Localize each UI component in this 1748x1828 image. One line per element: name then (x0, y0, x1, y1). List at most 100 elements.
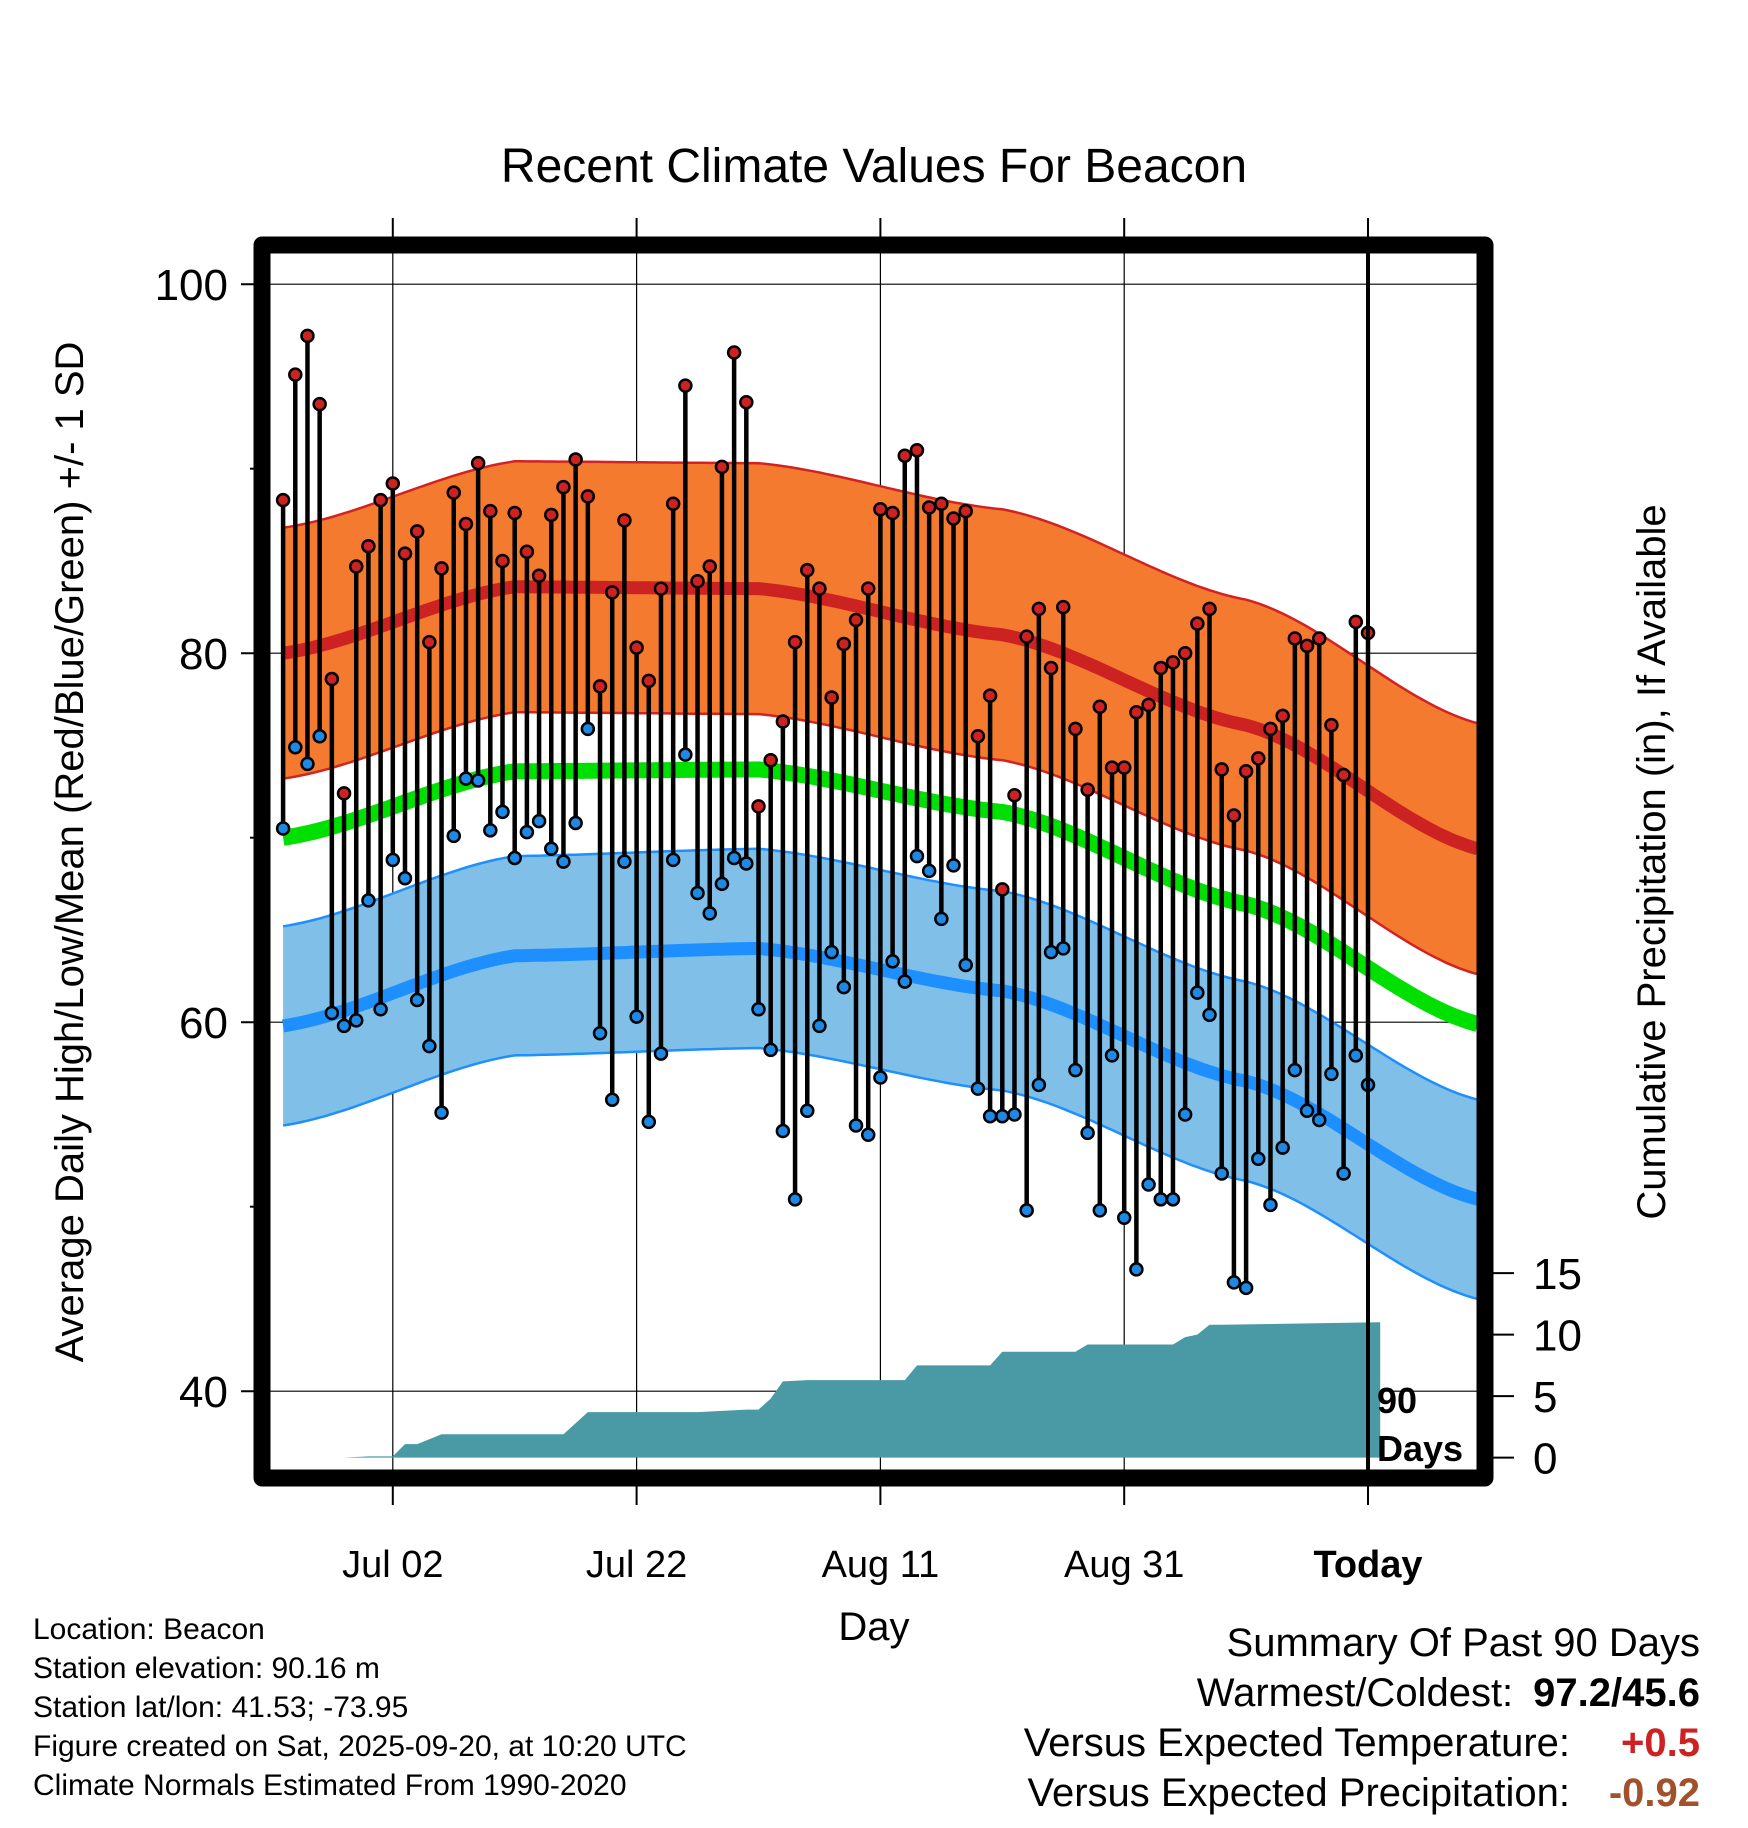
latlon-text: Station lat/lon: 41.53; -73.95 (33, 1691, 409, 1724)
low-temp-marker (1019, 1203, 1034, 1218)
low-temp-marker (1263, 1197, 1278, 1213)
low-temp-marker (519, 824, 535, 840)
low-temp-marker (653, 1046, 669, 1061)
high-temp-marker (1056, 599, 1071, 615)
chart-title: Recent Climate Values For Beacon (501, 140, 1247, 193)
high-temp-marker (312, 396, 327, 412)
high-temp-marker (958, 503, 973, 519)
low-temp-marker (580, 721, 596, 737)
high-temp-marker (1214, 762, 1229, 777)
low-temp-marker (982, 1109, 998, 1124)
high-temp-marker (604, 585, 620, 600)
y-tick-label-left: 40 (179, 1368, 228, 1417)
x-tick-label: Aug 31 (1064, 1544, 1184, 1586)
high-temp-marker (1129, 704, 1144, 720)
high-temp-marker (568, 452, 583, 467)
y-tick-label-right: 10 (1533, 1312, 1582, 1361)
low-temp-marker (300, 756, 315, 772)
high-temp-marker (373, 492, 388, 508)
high-temp-marker (409, 524, 425, 539)
low-temp-marker (275, 821, 291, 836)
low-temp-marker (787, 1192, 803, 1207)
high-temp-marker (580, 489, 596, 504)
high-temp-marker (361, 538, 376, 554)
high-temp-marker (885, 505, 900, 521)
high-temp-marker (629, 640, 644, 655)
x-tick-label: Aug 11 (822, 1544, 940, 1586)
low-temp-marker (1141, 1177, 1156, 1192)
low-temp-marker (592, 1026, 608, 1041)
high-temp-marker (1336, 767, 1351, 783)
low-temp-marker (1177, 1107, 1193, 1122)
low-temp-marker (1092, 1203, 1108, 1218)
high-temp-marker (434, 561, 449, 576)
low-temp-marker (958, 957, 973, 973)
high-temp-marker (495, 553, 510, 569)
plot-area: 90 Days (262, 245, 1485, 1478)
low-temp-marker (946, 858, 961, 873)
low-temp-marker (775, 1123, 791, 1139)
low-temp-marker (714, 876, 730, 892)
y-tick-label-right: 5 (1533, 1373, 1557, 1422)
x-tick-label: Today (1313, 1544, 1422, 1586)
high-temp-marker (470, 455, 486, 471)
low-temp-marker (1251, 1151, 1266, 1166)
low-temp-marker (812, 1018, 827, 1034)
high-temp-marker (1068, 721, 1083, 737)
low-temp-marker (458, 771, 474, 786)
warm-cold-row: Warmest/Coldest: 97.2/45.6 (1024, 1668, 1700, 1718)
low-temp-marker (1165, 1192, 1181, 1207)
normals-text: Climate Normals Estimated From 1990-2020 (33, 1769, 627, 1802)
low-temp-marker (629, 1009, 644, 1024)
temp-anomaly-value: +0.5 (1621, 1721, 1700, 1765)
summary-panel: Summary Of Past 90 Days Warmest/Coldest:… (1024, 1618, 1700, 1818)
low-temp-marker (739, 856, 754, 871)
high-temp-marker (288, 367, 303, 382)
low-temp-marker (1068, 1062, 1083, 1078)
low-temp-marker (1031, 1077, 1047, 1093)
high-temp-marker (653, 581, 669, 596)
low-temp-marker (604, 1092, 620, 1107)
high-temp-marker (836, 636, 852, 652)
location-text: Location: Beacon (33, 1613, 265, 1646)
high-temp-marker (1275, 708, 1290, 724)
high-temp-marker (690, 573, 705, 589)
low-temp-marker (483, 823, 498, 838)
low-temp-marker (446, 828, 461, 844)
high-temp-marker (300, 328, 315, 344)
low-temp-marker (897, 974, 913, 989)
high-temp-marker (1226, 808, 1242, 823)
high-temp-marker (812, 581, 827, 596)
today-days-annotation: Days (1377, 1428, 1463, 1469)
high-temp-marker (751, 799, 766, 814)
low-temp-marker (373, 1002, 388, 1017)
high-temp-marker (982, 688, 998, 703)
high-temp-marker (1116, 760, 1132, 775)
low-temp-marker (970, 1081, 986, 1096)
high-temp-marker (763, 752, 778, 768)
low-temp-marker (934, 911, 949, 927)
high-temp-marker (909, 443, 925, 458)
y-axis-label-right: Cumulative Precipitation (in), If Availa… (1630, 504, 1674, 1219)
high-temp-marker (1104, 760, 1120, 775)
high-temp-marker (592, 679, 608, 694)
low-temp-marker (568, 815, 583, 831)
low-temp-marker (751, 1002, 766, 1017)
low-temp-marker (1007, 1107, 1022, 1122)
y-tick-label-right: 0 (1533, 1435, 1557, 1484)
y-tick-label-left: 80 (179, 630, 228, 679)
low-temp-marker (422, 1038, 437, 1054)
precip-anomaly-value: -0.92 (1608, 1771, 1700, 1815)
high-temp-marker (860, 581, 876, 596)
high-temp-marker (1092, 699, 1108, 714)
low-temp-marker (312, 728, 327, 744)
low-temp-marker (324, 1005, 340, 1021)
high-temp-marker (714, 459, 730, 475)
low-temp-marker (836, 979, 852, 995)
high-temp-marker (531, 568, 547, 583)
low-temp-marker (885, 954, 900, 969)
high-temp-marker (1141, 697, 1156, 713)
high-temp-marker (787, 634, 803, 650)
precip-anomaly-row: Versus Expected Precipitation: -0.92 (1024, 1768, 1700, 1818)
x-tick-label: Jul 22 (586, 1544, 687, 1586)
